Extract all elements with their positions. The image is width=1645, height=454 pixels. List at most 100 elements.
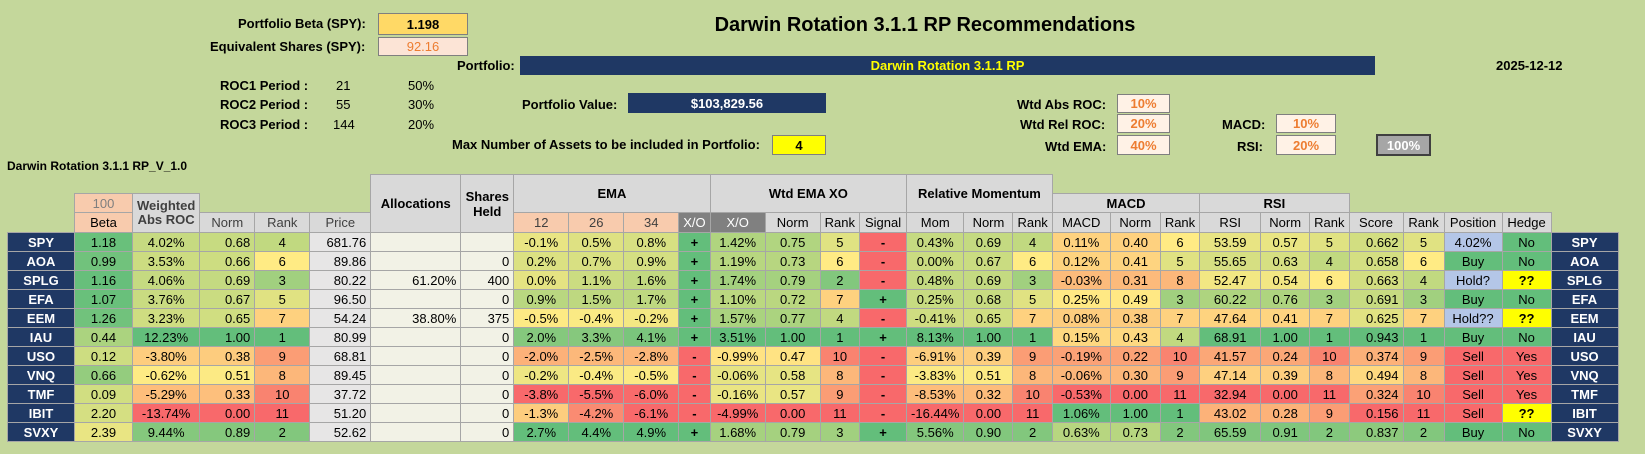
hedge-cell: Yes	[1501, 346, 1552, 366]
equiv-shares-value[interactable]: 92.16	[378, 37, 468, 56]
e26-cell: 1.1%	[568, 270, 625, 290]
rank-cell: 10	[254, 384, 311, 404]
norm-cell: 0.69	[199, 270, 256, 290]
cnorm-cell: 0.41	[1109, 251, 1161, 271]
ema-header: EMA	[513, 174, 711, 213]
cnorm-cell: 0.30	[1109, 365, 1161, 385]
cnorm-cell: 0.31	[1109, 270, 1161, 290]
pos-cell: Hold??	[1443, 308, 1503, 328]
hedge-cell: No	[1501, 232, 1552, 252]
crank-cell: 8	[1159, 270, 1201, 290]
mom-cell: 0.25%	[906, 289, 965, 309]
mnorm-cell: 0.32	[963, 384, 1014, 404]
rrank-cell: 11	[1309, 384, 1350, 404]
e12-cell: -0.1%	[513, 232, 570, 252]
mnorm-cell: 1.00	[963, 327, 1014, 347]
xo-cell: +	[678, 422, 711, 442]
crank-cell: 2	[1159, 422, 1201, 442]
mrank-cell: 6	[1012, 251, 1053, 271]
rnorm-cell: 0.57	[1260, 232, 1311, 252]
mom-cell: -8.53%	[906, 384, 965, 404]
e12-cell: 0.0%	[513, 270, 570, 290]
pos-cell: Buy	[1443, 251, 1503, 271]
ticker-cell: USO	[7, 346, 75, 366]
macd-weight-label: MACD:	[1222, 117, 1266, 132]
price-cell: 52.62	[309, 422, 372, 442]
col-rrank-header: Rank	[1309, 212, 1350, 233]
mrank-cell: 1	[1012, 327, 1053, 347]
shares-cell: 0	[460, 251, 515, 271]
beta-value[interactable]: 1.198	[378, 13, 468, 35]
portfolio-name[interactable]: Darwin Rotation 3.1.1 RP	[520, 56, 1375, 75]
portfolio-label: Portfolio:	[457, 58, 515, 73]
e26-cell: 4.4%	[568, 422, 625, 442]
rrank-cell: 5	[1309, 232, 1350, 252]
col-price-header: Price	[309, 212, 372, 233]
mom-cell: 0.00%	[906, 251, 965, 271]
crank-cell: 5	[1159, 251, 1201, 271]
score-cell: 0.156	[1348, 403, 1404, 423]
col-mnorm-header: Norm	[963, 212, 1014, 233]
table-row: SPLG 1.16 4.06% 0.69 3 80.22 61.20% 400 0.0% 1.1%…	[7, 270, 1619, 290]
wtd-rel-roc-value[interactable]: 20%	[1117, 114, 1170, 133]
page-title: Darwin Rotation 3.1.1 RP Recommendations	[714, 14, 1136, 36]
roc3-weight: 20%	[408, 117, 435, 132]
e26-cell: 0.7%	[568, 251, 625, 271]
sig-cell: -	[859, 384, 908, 404]
mrank-cell: 11	[1012, 403, 1053, 423]
portfolio-value[interactable]: $103,829.56	[628, 93, 826, 113]
wtd-abs-roc-value[interactable]: 10%	[1117, 94, 1170, 113]
alloc-cell	[370, 422, 462, 442]
macd-cell: -0.53%	[1051, 384, 1111, 404]
table-row: USO 0.12 -3.80% 0.38 9 68.81 0 -2.0% -2.5% -2.8% -…	[7, 346, 1619, 366]
ticker-cell: IAU	[7, 327, 75, 347]
macd-cell: 0.15%	[1051, 327, 1111, 347]
cnorm-cell: 0.38	[1109, 308, 1161, 328]
norm-cell: 0.38	[199, 346, 256, 366]
e26-cell: -2.5%	[568, 346, 625, 366]
mnorm-cell: 0.69	[963, 270, 1014, 290]
max-assets-value[interactable]: 4	[772, 135, 826, 155]
report-date: 2025-12-12	[1496, 58, 1563, 73]
hedge-cell: No	[1501, 251, 1552, 271]
macd-cell: 1.06%	[1051, 403, 1111, 423]
e34-cell: -6.1%	[623, 403, 680, 423]
ticker-cell-right: USO	[1550, 346, 1619, 366]
col-rsi-header: RSI	[1199, 212, 1262, 233]
col-macd-header: MACD	[1051, 212, 1111, 233]
ticker-cell-right: SPLG	[1550, 270, 1619, 290]
beta-cell: 1.16	[74, 270, 133, 290]
pos-cell: Sell	[1443, 403, 1503, 423]
wnorm-cell: 1.00	[764, 327, 821, 347]
rrank-cell: 7	[1309, 308, 1350, 328]
mrank-cell: 2	[1012, 422, 1053, 442]
wrank-cell: 8	[819, 365, 861, 385]
ticker-cell: IBIT	[7, 403, 75, 423]
rank-cell: 6	[254, 251, 311, 271]
srank-cell: 4	[1402, 270, 1445, 290]
norm-cell: 0.65	[199, 308, 256, 328]
roc-cell: 3.53%	[131, 251, 201, 271]
table-row: AOA 0.99 3.53% 0.66 6 89.86 0 0.2% 0.7% 0.9% +1.19…	[7, 251, 1619, 271]
wtd-ema-value[interactable]: 40%	[1117, 135, 1170, 155]
table-row: EFA 1.07 3.76% 0.67 5 96.50 0 0.9% 1.5% 1.7% +1.10…	[7, 289, 1619, 309]
wrank-cell: 2	[819, 270, 861, 290]
beta-cell: 0.12	[74, 346, 133, 366]
wnorm-cell: 0.79	[764, 270, 821, 290]
macd-weight-value[interactable]: 10%	[1276, 114, 1336, 133]
beta-cell: 1.26	[74, 308, 133, 328]
macd-cell: -0.19%	[1051, 346, 1111, 366]
rsi-cell: 43.02	[1199, 403, 1262, 423]
total-weight-value[interactable]: 100%	[1376, 134, 1431, 156]
rsi-weight-label: RSI:	[1237, 139, 1263, 154]
macd-cell: 0.63%	[1051, 422, 1111, 442]
table-row: TMF 0.09 -5.29% 0.33 10 37.72 0 -3.8% -5.5% -6.0%…	[7, 384, 1619, 404]
srank-cell: 10	[1402, 384, 1445, 404]
rnorm-cell: 0.76	[1260, 289, 1311, 309]
roc-cell: -5.29%	[131, 384, 201, 404]
shares-cell: 400	[460, 270, 515, 290]
e26-cell: 1.5%	[568, 289, 625, 309]
crank-cell: 9	[1159, 365, 1201, 385]
rsi-weight-value[interactable]: 20%	[1276, 135, 1336, 155]
sig-cell: +	[859, 422, 908, 442]
